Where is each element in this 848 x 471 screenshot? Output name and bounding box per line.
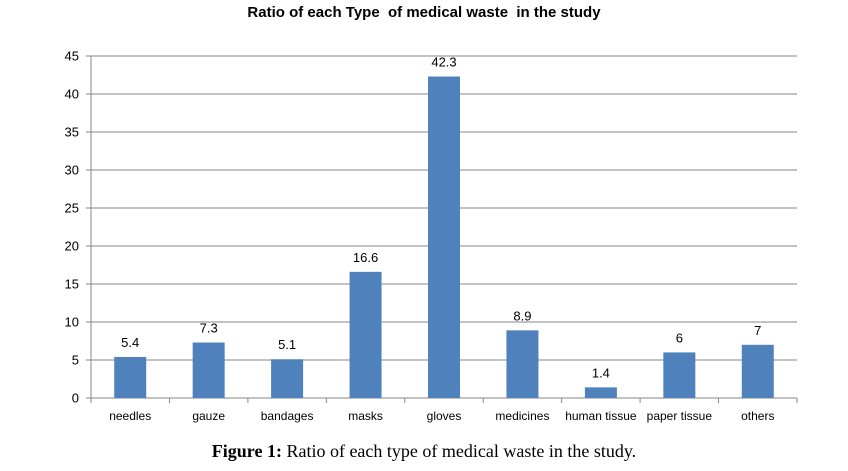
- chart: Ratio of each Type of medical waste in t…: [65, 4, 798, 424]
- data-label: 5.4: [121, 335, 139, 350]
- x-tick-label: bandages: [261, 409, 314, 423]
- x-tick-label: human tissue: [565, 409, 637, 423]
- bars: [114, 76, 774, 399]
- bar-paper-tissue: [663, 352, 696, 398]
- bar-chart-svg: 0 5 10 15 20 25 30 35 40 45 5.4 needles 7.3 gauze 5.1 b…: [65, 49, 798, 424]
- labels: 0 5 10 15 20 25 30 35 40 45 5.4 needles 7.3 gauze 5.1 b…: [65, 49, 775, 424]
- bar-masks: [349, 271, 382, 398]
- data-label: 7: [754, 323, 761, 338]
- bar-gloves: [428, 76, 460, 399]
- y-tick-label: 20: [65, 239, 79, 254]
- y-tick-label: 30: [65, 163, 79, 178]
- x-tick-label: gauze: [192, 409, 225, 423]
- data-label: 1.4: [592, 365, 610, 380]
- y-tick-label: 5: [72, 353, 79, 368]
- x-tick-label: paper tissue: [647, 409, 713, 423]
- bar-others: [741, 344, 774, 398]
- x-tick-label: masks: [348, 409, 383, 423]
- y-tick-label: 35: [65, 125, 79, 140]
- y-tick-label: 0: [72, 391, 79, 406]
- x-tick-label: needles: [109, 409, 151, 423]
- data-label: 42.3: [431, 55, 456, 70]
- bar-gauze: [192, 342, 225, 398]
- x-tick-label: medicines: [495, 409, 549, 423]
- data-label: 8.9: [513, 308, 531, 323]
- data-label: 5.1: [278, 337, 296, 352]
- y-tick-label: 45: [65, 49, 79, 64]
- caption-label: Figure 1:: [211, 441, 282, 461]
- bar-bandages: [271, 359, 304, 398]
- caption-text: Ratio of each type of medical waste in t…: [281, 441, 637, 461]
- data-label: 6: [676, 330, 683, 345]
- data-label: 7.3: [200, 321, 218, 336]
- bar-medicines: [506, 330, 539, 398]
- x-tick-label: others: [741, 409, 774, 423]
- y-tick-label: 40: [65, 87, 79, 102]
- figure-caption: Figure 1: Ratio of each type of medical …: [0, 441, 848, 462]
- bar-needles: [114, 356, 147, 398]
- y-tick-label: 25: [65, 201, 79, 216]
- y-tick-label: 10: [65, 315, 79, 330]
- y-tick-label: 15: [65, 277, 79, 292]
- x-tick-label: gloves: [427, 409, 462, 423]
- chart-title: Ratio of each Type of medical waste in t…: [247, 4, 601, 21]
- bar-human-tissue: [584, 387, 617, 398]
- data-label: 16.6: [353, 250, 378, 265]
